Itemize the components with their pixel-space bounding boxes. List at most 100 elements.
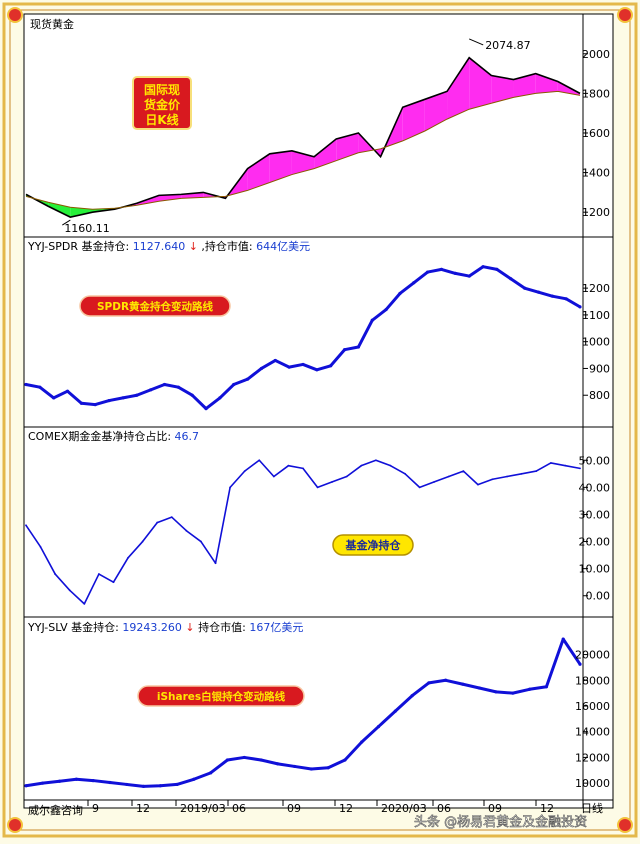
corner-ornament-tl (0, 0, 30, 30)
high-pointer (469, 38, 484, 46)
gold-panel: 2074.87 1160.11 2000 1800 1600 1400 1200 (25, 38, 610, 235)
gold-badge-line-3: 日K线 (145, 112, 178, 127)
spdr-point (135, 393, 139, 397)
comex-header: COMEX期金金基净持仓占比: 46.7 (28, 429, 199, 443)
gold-fill-segment (247, 153, 270, 191)
comex-point (68, 589, 71, 592)
y-tick-label: 1600 (582, 127, 610, 140)
slv-point (360, 740, 364, 744)
spdr-point (398, 291, 402, 296)
gold-fill-segment (402, 99, 425, 141)
corner-ornament-bl (0, 810, 30, 840)
spdr-point (550, 294, 554, 298)
slv-point (57, 779, 62, 783)
comex-point (258, 459, 261, 462)
y-tick-label: 1100 (582, 309, 610, 322)
spdr-point (495, 267, 499, 271)
comex-point (345, 475, 348, 478)
y-tick-label: 2000 (582, 48, 610, 61)
y-tick-label: 30.00 (579, 508, 611, 521)
y-tick-label: 14000 (575, 726, 610, 739)
slv-point (309, 767, 313, 771)
comex-point (520, 472, 523, 475)
spdr-point (412, 281, 416, 285)
spdr-point (52, 396, 56, 400)
y-tick-label: 20000 (575, 649, 610, 662)
spdr-point (190, 393, 194, 397)
x-axis: 9 12 2019/03 06 09 12 2020/03 06 09 12 日线 (87, 800, 603, 815)
comex-point (83, 602, 86, 605)
gold-fill-segment (158, 194, 182, 202)
slv-badge: iShares白银持仓变动路线 (137, 685, 305, 707)
comex-badge-label: 基金净持仓 (345, 538, 402, 552)
spdr-point (523, 286, 527, 290)
x-tick-label: 09 (287, 802, 301, 815)
slv-point (460, 682, 465, 686)
slv-point (259, 758, 263, 762)
spdr-point (79, 401, 83, 405)
slv-point (41, 781, 45, 785)
comex-point (287, 464, 290, 467)
spdr-point (481, 265, 485, 269)
slv-point (209, 771, 213, 775)
gold-badge: 国际现 货金价 日K线 (132, 76, 192, 130)
spdr-point (356, 345, 360, 349)
x-tick-label: 12 (136, 802, 150, 815)
comex-point (302, 467, 304, 470)
x-tick-label: 日线 (581, 801, 603, 815)
slv-point (376, 724, 381, 729)
spdr-point (246, 377, 250, 381)
spdr-point (107, 398, 111, 403)
y-tick-label: 1800 (582, 87, 610, 100)
y-tick-label: 50.00 (579, 454, 611, 467)
spdr-point (38, 385, 42, 389)
gold-fill-segment (269, 150, 292, 183)
spdr-point (218, 396, 222, 400)
spdr-point (273, 358, 277, 363)
spdr-point (287, 365, 291, 369)
slv-point (242, 755, 246, 760)
corner-ornament-br (610, 810, 640, 840)
y-tick-label: 0.00 (586, 590, 611, 603)
spdr-point (259, 366, 264, 371)
spdr-header: YYJ-SPDR 基金持仓: 1127.640 ↓ ,持仓市值: 644亿美元 (27, 239, 310, 253)
spdr-point (536, 290, 541, 294)
comex-point (200, 540, 202, 543)
spdr-point (24, 382, 28, 387)
comex-point (97, 573, 100, 575)
x-tick-label: 9 (92, 802, 99, 815)
watermark: 头条 @杨易君黄金及金融投资 (414, 814, 587, 830)
gold-fill-segment (469, 57, 492, 110)
spdr-badge: SPDR黄金持仓变动路线 (79, 295, 231, 317)
comex-point (141, 540, 144, 543)
comex-point (185, 529, 188, 532)
comex-point (462, 470, 465, 472)
comex-point (39, 546, 42, 548)
x-tick-label: 09 (488, 802, 502, 815)
slv-point (175, 782, 179, 787)
comex-point (170, 516, 173, 519)
y-tick-label: 20.00 (579, 536, 611, 549)
slv-header: YYJ-SLV 基金持仓: 19243.260 ↓ 持仓市值: 167亿美元 (27, 620, 303, 634)
slv-point (561, 637, 565, 641)
slv-point (578, 662, 582, 666)
y-tick-label: 1200 (582, 282, 610, 295)
spdr-point (232, 382, 236, 387)
slv-point (477, 686, 481, 690)
comex-point (331, 481, 334, 483)
high-label: 2074.87 (485, 39, 531, 52)
slv-badge-label: iShares白银持仓变动路线 (157, 690, 286, 703)
comex-point (491, 478, 494, 481)
slv-point (125, 782, 129, 787)
slv-point (326, 766, 330, 770)
spdr-point (578, 305, 582, 309)
gold-fill-segment (336, 132, 359, 161)
y-tick-label: 18000 (575, 674, 610, 687)
low-pointer (62, 219, 71, 226)
y-tick-label: 40.00 (579, 481, 611, 494)
gold-fill-segment (181, 192, 204, 199)
comex-point (564, 464, 567, 467)
gold-fill-segment (70, 207, 93, 218)
